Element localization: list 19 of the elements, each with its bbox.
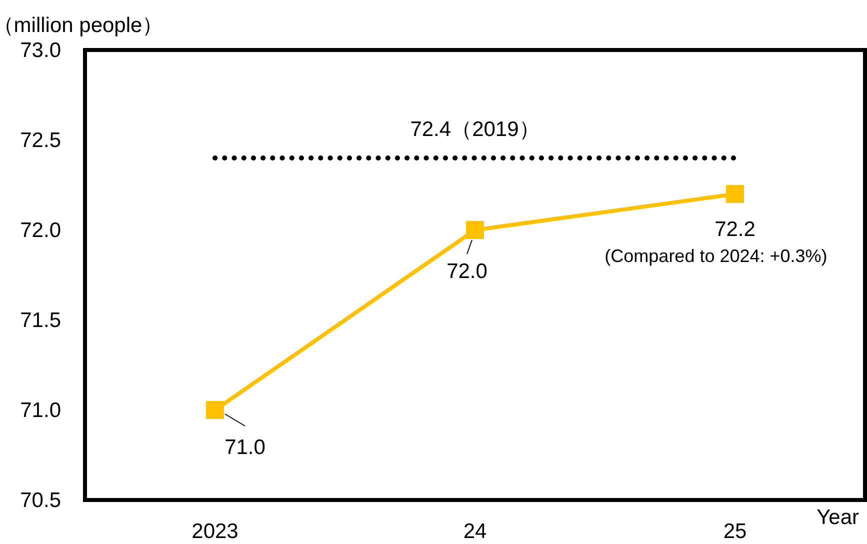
y-tick-label: 73.0 — [20, 39, 61, 62]
y-tick-label: 71.5 — [20, 309, 61, 332]
y-axis-title: （million people） — [0, 14, 164, 37]
point — [466, 221, 484, 239]
x-tick-label: 24 — [463, 520, 487, 543]
data-label: 72.0 — [446, 260, 488, 283]
annotation: (Compared to 2024: +0.3%) — [604, 246, 828, 266]
point — [206, 401, 224, 419]
y-tick-label: 70.5 — [20, 489, 61, 512]
y-tick-label: 71.0 — [20, 399, 61, 422]
y-tick-label: 72.5 — [20, 129, 61, 152]
y-tick-label: 72.0 — [20, 219, 61, 242]
x-axis-title: Year — [816, 506, 859, 529]
data-label: 71.0 — [224, 436, 266, 459]
x-tick-label: 2023 — [192, 520, 238, 543]
ref-line-label: 72.4（2019） — [410, 118, 540, 141]
x-tick-label: 25 — [723, 520, 747, 543]
point — [726, 185, 744, 203]
data-label: 72.2 — [714, 218, 756, 241]
